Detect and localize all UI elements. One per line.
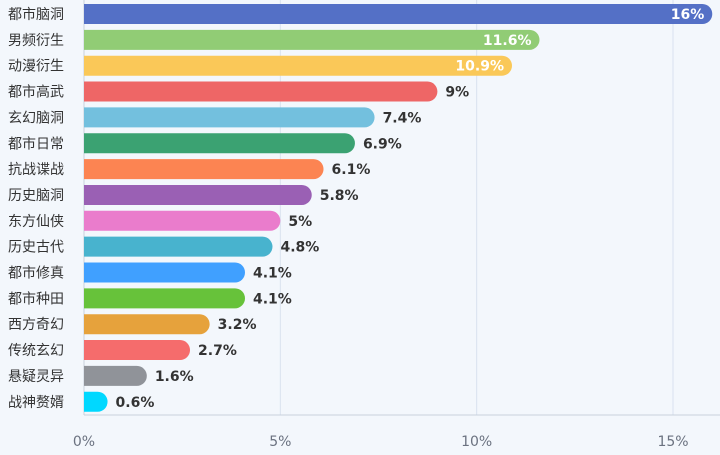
- value-label: 4.8%: [280, 240, 319, 256]
- bar: [84, 210, 281, 231]
- bar: [84, 236, 273, 257]
- value-label: 5.8%: [320, 188, 359, 204]
- category-label: 历史古代: [8, 240, 64, 256]
- value-label: 6.9%: [363, 136, 402, 152]
- bar: [84, 81, 438, 102]
- category-label: 东方仙侠: [8, 214, 64, 230]
- x-tick-label: 5%: [269, 434, 291, 450]
- value-label: 4.1%: [253, 291, 292, 307]
- value-label: 2.7%: [198, 343, 237, 359]
- bar: [84, 4, 713, 24]
- category-label: 玄幻脑洞: [8, 109, 64, 126]
- bar: [84, 391, 108, 412]
- x-tick-label: 15%: [657, 434, 688, 450]
- value-label: 4.1%: [253, 266, 292, 282]
- category-label: 战神赘婿: [8, 394, 64, 411]
- category-label: 西方奇幻: [8, 316, 64, 333]
- category-label: 动漫衍生: [8, 59, 64, 75]
- bar: [84, 107, 375, 128]
- category-label: 抗战谍战: [8, 162, 64, 178]
- bar: [84, 159, 324, 180]
- category-label: 都市种田: [8, 290, 64, 307]
- value-label: 10.9%: [455, 59, 504, 75]
- value-label: 0.6%: [116, 395, 155, 411]
- bar: [84, 314, 210, 335]
- category-label: 都市日常: [8, 135, 64, 152]
- value-label: 16%: [671, 7, 705, 23]
- x-tick-label: 10%: [461, 434, 492, 450]
- value-label: 6.1%: [332, 162, 371, 178]
- value-label: 9%: [445, 85, 469, 101]
- bar: [84, 133, 355, 154]
- bar: [84, 184, 312, 205]
- value-label: 3.2%: [218, 317, 257, 333]
- category-label: 都市脑洞: [8, 6, 64, 23]
- category-label: 都市修真: [8, 265, 64, 282]
- category-label: 历史脑洞: [8, 188, 64, 204]
- bar: [84, 262, 245, 283]
- category-label: 传统玄幻: [8, 342, 64, 359]
- bar: [84, 365, 147, 386]
- value-label: 11.6%: [483, 33, 532, 49]
- bar: [84, 288, 245, 309]
- bar: [84, 340, 191, 361]
- x-tick-label: 0%: [73, 434, 95, 450]
- value-label: 7.4%: [383, 110, 422, 126]
- category-label: 都市高武: [8, 84, 64, 101]
- category-label: 男频衍生: [8, 33, 64, 49]
- value-label: 1.6%: [155, 369, 194, 385]
- category-label: 悬疑灵异: [8, 369, 64, 385]
- value-label: 5%: [288, 214, 312, 230]
- bar: [84, 55, 512, 76]
- bar: [84, 29, 540, 50]
